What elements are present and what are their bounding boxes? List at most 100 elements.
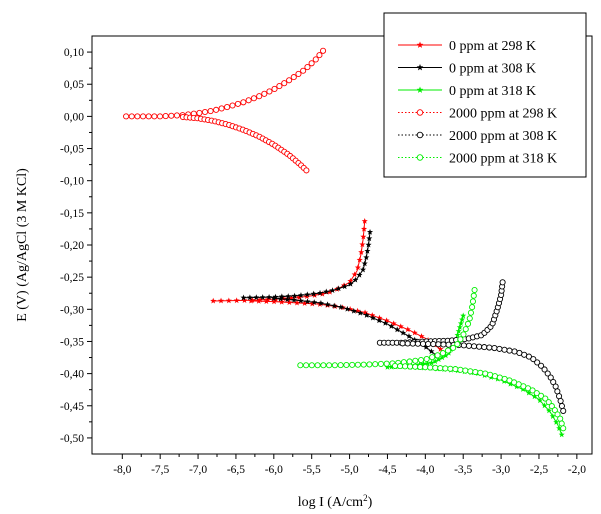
data-point (394, 326, 401, 333)
data-point (525, 353, 532, 360)
data-point (376, 317, 383, 324)
data-point (467, 368, 474, 375)
data-point (366, 361, 373, 368)
data-point (304, 291, 311, 298)
data-point (291, 292, 298, 299)
data-point (326, 362, 333, 369)
data-point (467, 309, 474, 316)
data-point (507, 380, 514, 387)
data-point (384, 363, 391, 370)
data-point (430, 340, 437, 348)
data-point (457, 320, 464, 327)
series-3 (123, 47, 327, 174)
data-point (233, 297, 240, 304)
data-point (354, 361, 361, 368)
series-0-line-0 (213, 221, 366, 302)
legend-label: 2000 ppm at 298 K (449, 107, 557, 122)
data-point (248, 297, 255, 304)
data-point (278, 293, 285, 300)
y-tick-label: -0,40 (60, 369, 84, 381)
x-tick-label: -5,5 (303, 464, 321, 476)
data-point (533, 390, 540, 397)
data-point (477, 369, 484, 376)
series-5 (297, 286, 567, 432)
data-point (434, 352, 441, 359)
data-point (560, 425, 567, 432)
data-point (301, 300, 308, 306)
data-point (351, 271, 358, 278)
data-point (361, 225, 368, 232)
data-point (259, 294, 266, 300)
data-point (253, 294, 260, 301)
data-point (409, 340, 416, 347)
data-point (344, 305, 351, 312)
series-0 (210, 218, 444, 352)
y-tick-label: -0,30 (60, 304, 84, 316)
data-point (452, 366, 459, 373)
legend-label: 0 ppm at 298 K (449, 39, 536, 54)
data-point (362, 309, 369, 316)
data-point (316, 289, 324, 296)
data-point (359, 241, 366, 248)
data-point (417, 356, 425, 364)
legend-marker (416, 131, 424, 139)
data-point (347, 277, 354, 284)
data-point (419, 340, 427, 347)
data-point (266, 88, 273, 95)
data-point (369, 312, 376, 318)
data-point (442, 365, 449, 372)
data-point (291, 296, 298, 303)
data-point (134, 113, 141, 120)
data-point (256, 93, 263, 100)
data-point (280, 295, 287, 302)
data-point (548, 403, 555, 410)
data-point (288, 294, 295, 301)
data-point (530, 356, 537, 363)
data-point (303, 167, 310, 174)
legend-marker (416, 41, 424, 48)
legend-box (383, 12, 587, 178)
data-point (388, 323, 395, 329)
data-point (308, 60, 315, 67)
data-point (271, 85, 278, 93)
data-point (391, 362, 399, 369)
data-point (404, 340, 411, 347)
series-1 (240, 228, 440, 359)
data-point (245, 97, 252, 104)
x-tick-label: -7,5 (151, 464, 169, 476)
y-tick-label: -0,15 (60, 208, 84, 220)
legend-marker (416, 154, 424, 161)
data-point (482, 370, 489, 377)
data-point (224, 104, 231, 111)
y-tick-label: -0,45 (60, 401, 84, 413)
data-point (360, 361, 367, 368)
data-point (308, 362, 315, 369)
data-point (469, 304, 476, 311)
data-point (250, 95, 257, 102)
data-point (556, 393, 563, 400)
data-point (496, 345, 503, 352)
data-point (545, 407, 553, 414)
data-point (423, 344, 430, 350)
data-point (469, 298, 477, 305)
data-point (361, 260, 368, 267)
data-point (397, 323, 404, 330)
ticks: -8,0 -7,5 -7,0 -6,5 -6,0 -5,5 -5,0 -4,5 -4,0 -3,5… (60, 47, 586, 476)
data-point (272, 293, 279, 300)
data-point (407, 363, 414, 370)
data-point (162, 113, 169, 120)
data-point (459, 316, 466, 323)
data-point (281, 80, 288, 87)
data-point (554, 411, 561, 418)
data-point (210, 297, 217, 304)
x-tick-label: -5,0 (340, 464, 358, 476)
data-point (270, 295, 277, 301)
data-point (400, 329, 407, 336)
y-tick-label: -0,50 (60, 433, 84, 445)
data-point (372, 361, 379, 368)
data-point (261, 90, 268, 97)
data-point (295, 70, 302, 77)
data-point (255, 297, 262, 304)
data-point (465, 342, 473, 349)
